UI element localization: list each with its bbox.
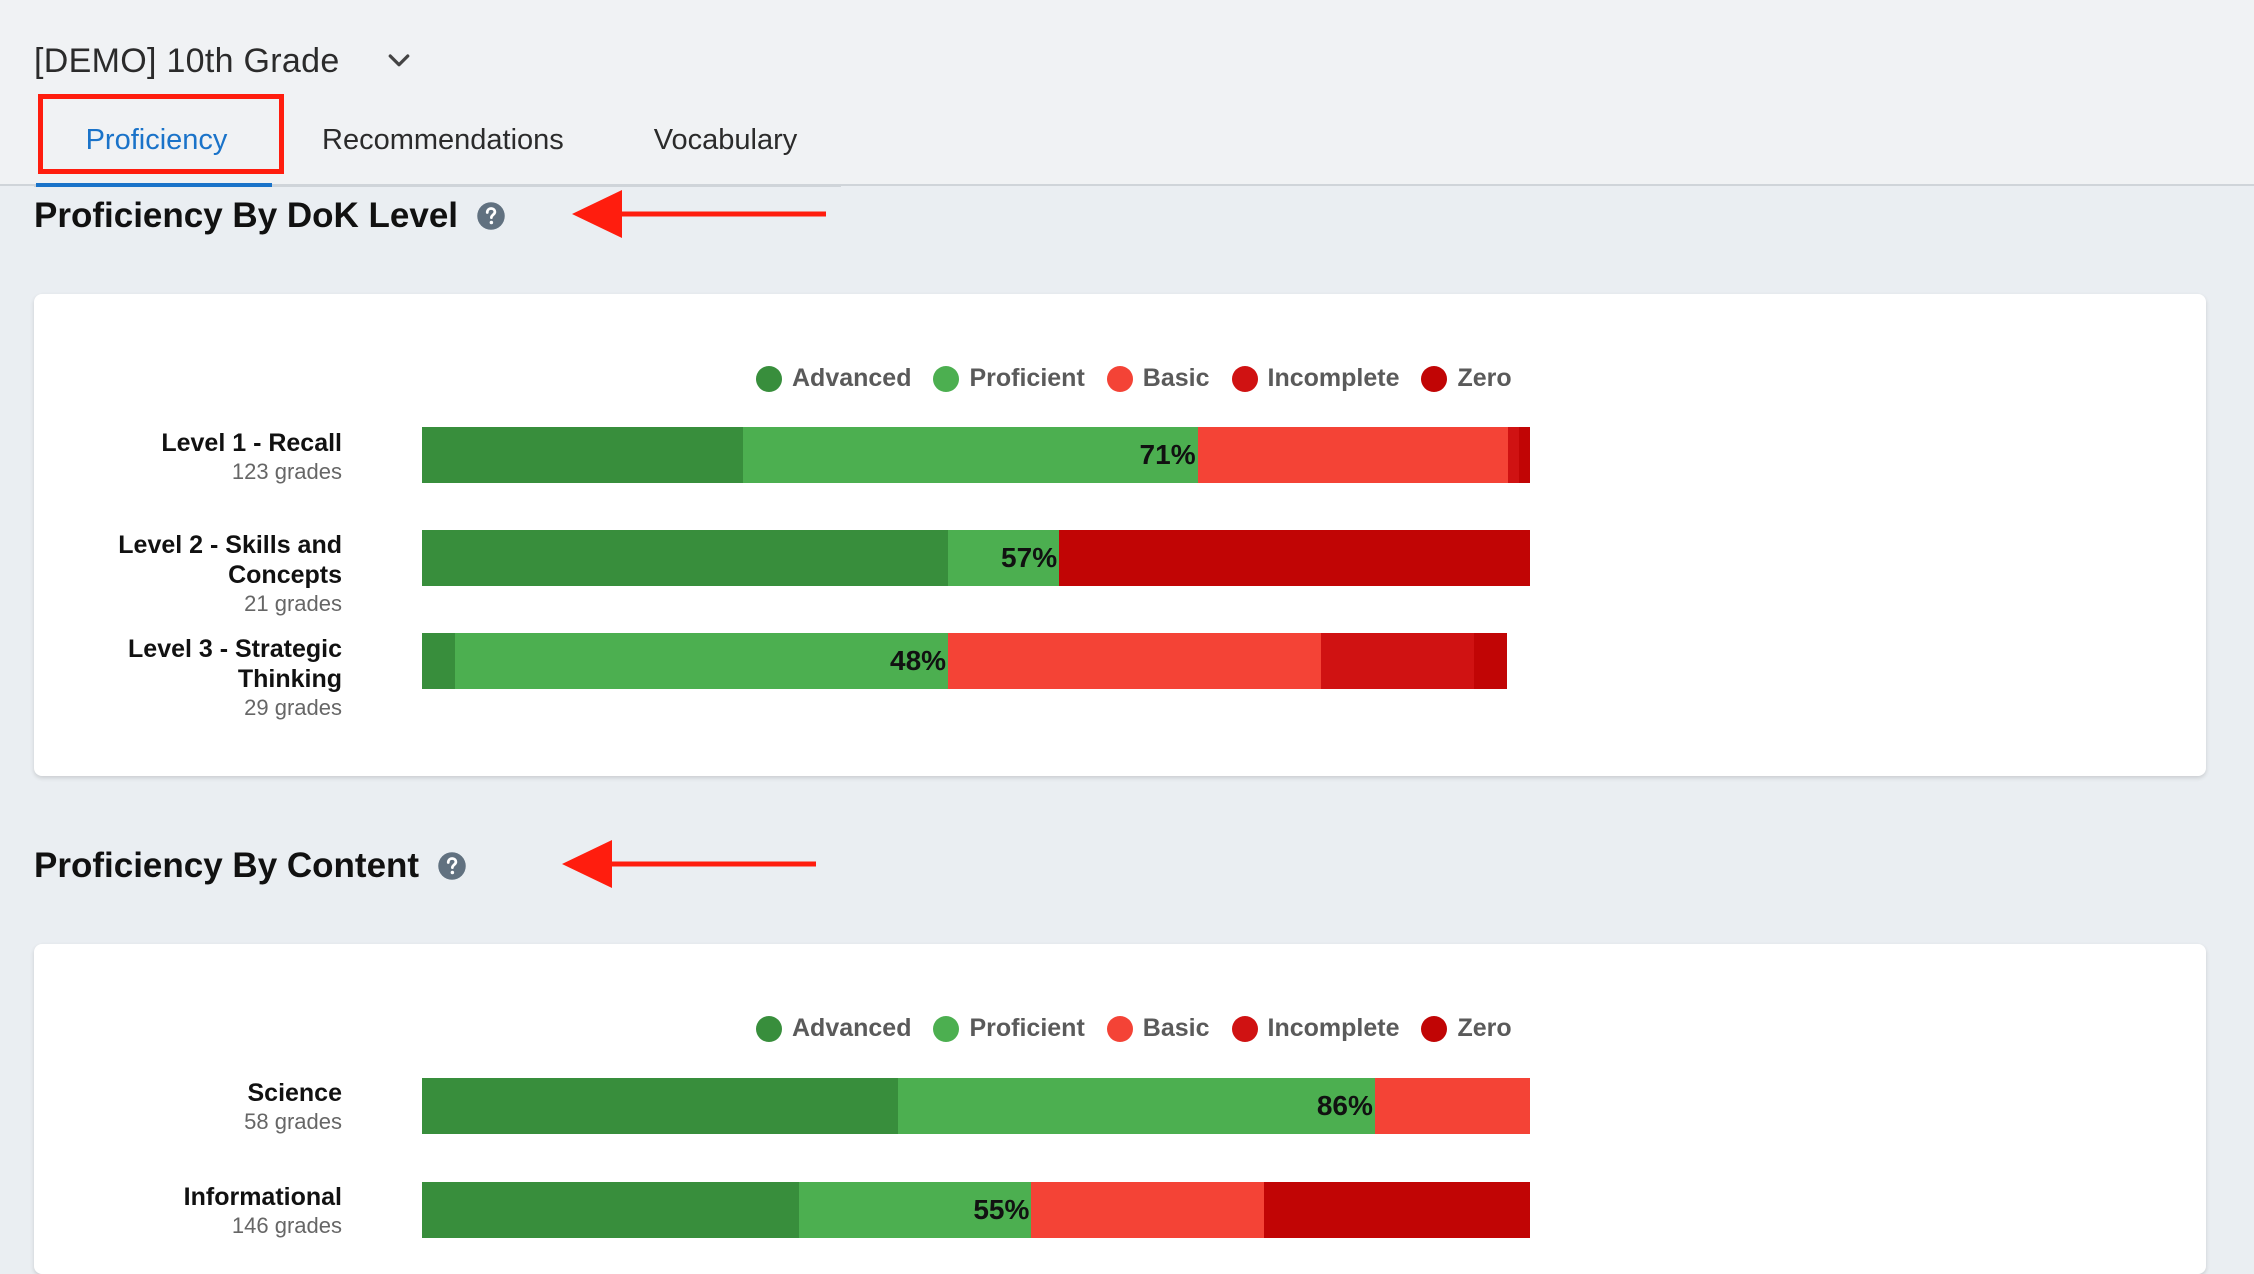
question-circle-icon[interactable] — [476, 201, 506, 231]
row-name: Level 3 - Strategic — [128, 635, 342, 663]
bar-segment-basic — [948, 633, 1321, 689]
row-count: 58 grades — [244, 1109, 342, 1134]
tab-recommendations[interactable]: Recommendations — [322, 123, 564, 156]
bar-segment-advanced — [422, 530, 949, 586]
legend-dot — [933, 365, 960, 392]
legend-item-incomplete[interactable]: Incomplete — [1231, 1014, 1400, 1043]
chevron-down-icon[interactable] — [384, 46, 414, 76]
legend-label: Zero — [1457, 364, 1512, 392]
row-count: 146 grades — [231, 1213, 342, 1238]
legend-item-zero[interactable]: Zero — [1421, 1014, 1512, 1043]
bar-percent-label: 57% — [1001, 542, 1058, 573]
content-chart-card: Advanced Proficient Basic Incomplete Zer… — [34, 944, 2206, 1274]
legend-label: Zero — [1457, 1014, 1512, 1042]
legend-item-advanced[interactable]: Advanced — [756, 1014, 911, 1043]
section-title-dok-text: Proficiency By DoK Level — [34, 196, 459, 235]
row-name: Science — [247, 1079, 342, 1107]
row-count: 29 grades — [244, 695, 342, 720]
bar-segment-basic — [1374, 1078, 1530, 1134]
bar-segment-basic — [1031, 1182, 1265, 1238]
tab-bar: Proficiency Recommendations Vocabulary — [34, 96, 842, 187]
row-count: 21 grades — [244, 591, 342, 616]
legend-label: Proficient — [969, 1014, 1085, 1042]
legend-item-basic[interactable]: Basic — [1106, 364, 1210, 393]
bar-segment-proficient — [454, 633, 949, 689]
bar-segment-proficient — [743, 427, 1198, 483]
bar-segment-zero — [1264, 1182, 1530, 1238]
legend-dot — [756, 365, 782, 392]
bar-segment-advanced — [422, 427, 744, 483]
arrow-left-icon — [572, 190, 826, 238]
bar-segment-proficient — [898, 1078, 1375, 1134]
bar-segment-advanced — [422, 1182, 799, 1238]
proficiency-bar[interactable]: 48% — [422, 633, 1518, 689]
bar-segment-zero — [1474, 633, 1507, 689]
bar-segment-advanced — [422, 1078, 899, 1134]
row-label: Science 58 grades — [22, 1078, 342, 1136]
bar-percent-label: 48% — [890, 645, 947, 676]
section-title-dok: Proficiency By DoK Level — [34, 196, 506, 236]
proficiency-bar[interactable]: 71% — [422, 427, 1530, 483]
question-circle-icon[interactable] — [437, 851, 467, 881]
legend-dot — [933, 1015, 960, 1042]
row-label: Informational 146 grades — [22, 1182, 342, 1240]
arrow-left-icon — [562, 840, 816, 888]
top-bar: [DEMO] 10th Grade Proficiency Recommenda… — [0, 0, 2254, 187]
row-name: Level 1 - Recall — [161, 429, 342, 457]
row-name: Concepts — [228, 561, 342, 589]
legend-item-advanced[interactable]: Advanced — [756, 364, 911, 393]
tab-vocabulary[interactable]: Vocabulary — [653, 123, 798, 156]
course-title: [DEMO] 10th Grade — [34, 41, 340, 80]
bar-segment-advanced — [422, 633, 455, 689]
bar-segment-incomplete — [1320, 633, 1475, 689]
bar-segment-zero — [1059, 530, 1530, 586]
bar-segment-zero — [1518, 427, 1530, 483]
legend-item-proficient[interactable]: Proficient — [933, 364, 1085, 393]
section-title-content-text: Proficiency By Content — [34, 846, 420, 885]
bar-segment-basic — [1197, 427, 1508, 483]
row-count: 123 grades — [231, 459, 342, 484]
section-title-content: Proficiency By Content — [34, 846, 467, 886]
row-label: Level 1 - Recall 123 grades — [22, 428, 342, 486]
proficiency-bar[interactable]: 86% — [422, 1078, 1530, 1134]
legend-dot — [1106, 365, 1133, 392]
row-label: Level 3 - Strategic Thinking 29 grades — [22, 634, 342, 722]
dok-legend: Advanced Proficient Basic Incomplete Zer… — [756, 364, 1534, 393]
legend-dot — [1421, 1015, 1448, 1042]
proficiency-bar[interactable]: 57% — [422, 530, 1530, 586]
legend-item-proficient[interactable]: Proficient — [933, 1014, 1085, 1043]
row-label: Level 2 - Skills and Concepts 21 grades — [22, 530, 342, 618]
legend-dot — [1231, 365, 1258, 392]
dok-chart-card: Advanced Proficient Basic Incomplete Zer… — [34, 294, 2206, 776]
tab-proficiency[interactable]: Proficiency — [34, 96, 280, 187]
row-name: Informational — [183, 1183, 342, 1211]
bar-percent-label: 71% — [1139, 439, 1196, 470]
course-selector[interactable]: [DEMO] 10th Grade — [34, 36, 414, 86]
content-legend: Advanced Proficient Basic Incomplete Zer… — [756, 1014, 1534, 1043]
legend-dot — [1421, 365, 1448, 392]
legend-label: Proficient — [969, 364, 1085, 392]
legend-label: Basic — [1142, 364, 1210, 392]
legend-item-incomplete[interactable]: Incomplete — [1231, 364, 1400, 393]
bar-segment-proficient — [798, 1182, 1032, 1238]
legend-label: Incomplete — [1267, 364, 1400, 392]
legend-item-zero[interactable]: Zero — [1421, 364, 1512, 393]
row-name: Level 2 - Skills and — [118, 531, 342, 559]
legend-dot — [1231, 1015, 1258, 1042]
bar-percent-label: 55% — [973, 1194, 1030, 1225]
legend-dot — [1106, 1015, 1133, 1042]
row-name: Thinking — [237, 665, 342, 693]
legend-dot — [756, 1015, 782, 1042]
legend-label: Advanced — [792, 364, 912, 392]
legend-item-basic[interactable]: Basic — [1106, 1014, 1210, 1043]
bar-percent-label: 86% — [1316, 1090, 1373, 1121]
proficiency-bar[interactable]: 55% — [422, 1182, 1530, 1238]
bar-segment-incomplete — [1507, 427, 1519, 483]
legend-label: Incomplete — [1267, 1014, 1400, 1042]
legend-label: Basic — [1142, 1014, 1210, 1042]
bar-segment-proficient — [948, 530, 1060, 586]
legend-label: Advanced — [792, 1014, 912, 1042]
